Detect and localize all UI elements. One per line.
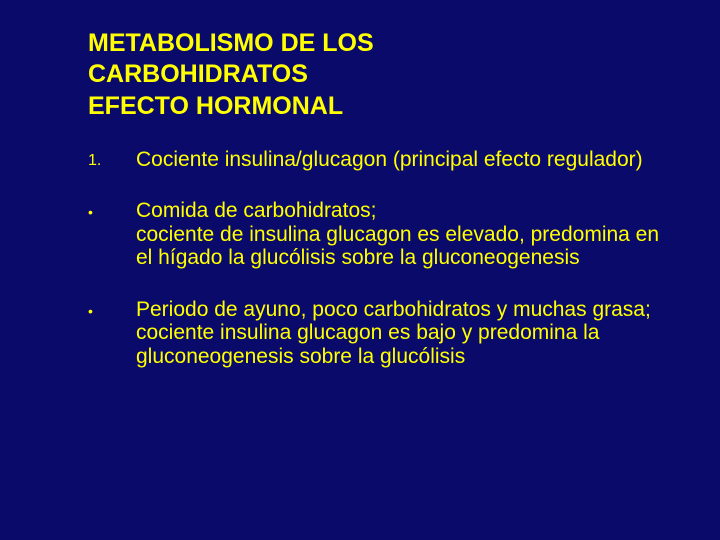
title-line-2: CARBOHIDRATOS xyxy=(88,59,680,90)
item-text: Comida de carbohidratos;cociente de insu… xyxy=(136,199,680,270)
item-list: 1. Cociente insulina/glucagon (principal… xyxy=(88,148,680,369)
title-line-3: EFECTO HORMONAL xyxy=(88,91,680,122)
title-line-1: METABOLISMO DE LOS xyxy=(88,28,680,59)
slide-title: METABOLISMO DE LOS CARBOHIDRATOS EFECTO … xyxy=(88,28,680,122)
list-item: 1. Cociente insulina/glucagon (principal… xyxy=(88,148,680,172)
list-item: • Comida de carbohidratos;cociente de in… xyxy=(88,199,680,270)
item-marker-bullet: • xyxy=(88,298,136,320)
item-marker-bullet: • xyxy=(88,199,136,221)
item-text: Periodo de ayuno, poco carbohidratos y m… xyxy=(136,298,680,369)
slide: METABOLISMO DE LOS CARBOHIDRATOS EFECTO … xyxy=(0,0,720,416)
item-marker-number: 1. xyxy=(88,148,136,170)
item-text: Cociente insulina/glucagon (principal ef… xyxy=(136,148,680,172)
list-item: • Periodo de ayuno, poco carbohidratos y… xyxy=(88,298,680,369)
